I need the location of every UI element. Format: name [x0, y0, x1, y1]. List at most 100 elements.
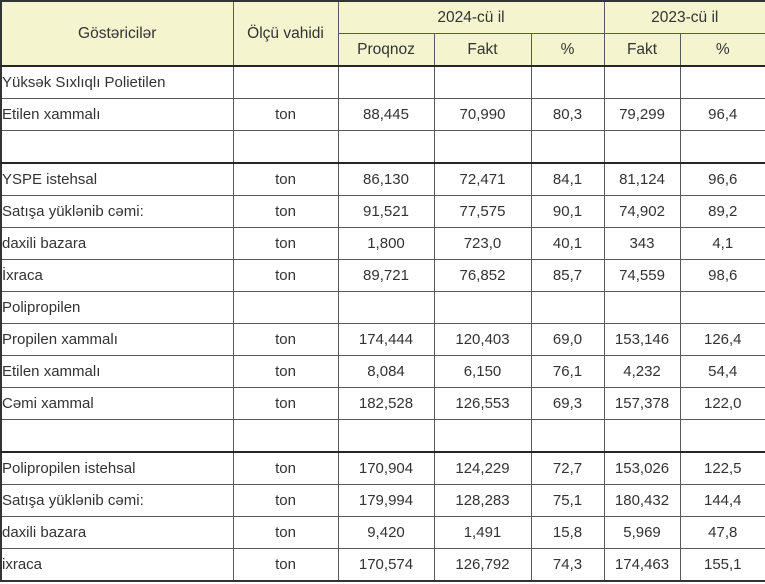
row-value: 96,4 — [679, 98, 765, 131]
row-value: 153,026 — [603, 451, 681, 485]
row-value: 77,575 — [433, 195, 532, 228]
row-value: 90,1 — [530, 195, 605, 228]
subheader-proqnoz: Proqnoz — [337, 33, 435, 67]
row-value — [433, 65, 532, 99]
table-row: ixraca ton 170,574 126,792 74,3 174,463 155,1 — [0, 548, 765, 582]
header-year-2024: 2024-cü il — [337, 0, 605, 34]
row-label: Etilen xammalı — [0, 98, 234, 131]
row-value: 15,8 — [530, 516, 605, 549]
row-value: 6,150 — [433, 355, 532, 388]
header-unit: Ölçü vahidi — [232, 0, 339, 67]
row-unit — [232, 130, 339, 164]
row-value — [530, 130, 605, 164]
table-row: Cəmi xammal ton 182,528 126,553 69,3 157,378 1… — [0, 387, 765, 420]
row-value: 153,146 — [603, 323, 681, 356]
subheader-fakt-2023: Fakt — [603, 33, 681, 67]
row-value — [603, 130, 681, 164]
table-row: daxili bazara ton 9,420 1,491 15,8 5,969 47,8 — [0, 516, 765, 549]
row-value: 91,521 — [337, 195, 435, 228]
table-row: Satışa yüklənib cəmi: ton 179,994 128,283 75… — [0, 484, 765, 517]
table-row: Satışa yüklənib cəmi: ton 91,521 77,575 90,1… — [0, 195, 765, 228]
header-indicators: Göstəricilər — [0, 0, 234, 67]
row-label: YSPE istehsal — [0, 162, 234, 196]
row-label: Polipropilen — [0, 291, 234, 324]
row-value: 144,4 — [679, 484, 765, 517]
row-value — [337, 65, 435, 99]
table-row: Etilen xammalı ton 8,084 6,150 76,1 4,232 54,4 — [0, 355, 765, 388]
row-value: 47,8 — [679, 516, 765, 549]
row-value: 126,792 — [433, 548, 532, 582]
row-value: 74,902 — [603, 195, 681, 228]
row-label: Satışa yüklənib cəmi: — [0, 195, 234, 228]
row-unit — [232, 419, 339, 453]
row-value — [433, 291, 532, 324]
row-value: 182,528 — [337, 387, 435, 420]
row-unit: ton — [232, 387, 339, 420]
table-row: YSPE istehsal ton 86,130 72,471 84,1 81,124 96… — [0, 162, 765, 196]
row-label: Satışa yüklənib cəmi: — [0, 484, 234, 517]
row-unit: ton — [232, 451, 339, 485]
table-row: daxili bazara ton 1,800 723,0 40,1 343 4,1 — [0, 227, 765, 260]
table-row: İxraca ton 89,721 76,852 85,7 74,559 98,6 — [0, 259, 765, 292]
row-value: 179,994 — [337, 484, 435, 517]
row-label: Propilen xammalı — [0, 323, 234, 356]
row-value — [337, 130, 435, 164]
row-value: 69,0 — [530, 323, 605, 356]
row-value: 124,229 — [433, 451, 532, 485]
subheader-fakt-2024: Fakt — [433, 33, 532, 67]
row-label: Yüksək Sıxlıqlı Polietilen — [0, 65, 234, 99]
table-header: Göstəricilər Ölçü vahidi 2024-cü il 2023… — [0, 0, 765, 67]
header-year-2023: 2023-cü il — [603, 0, 765, 34]
row-value: 96,6 — [679, 162, 765, 196]
row-label: daxili bazara — [0, 516, 234, 549]
row-value: 76,1 — [530, 355, 605, 388]
row-value — [433, 130, 532, 164]
table-row: Yüksək Sıxlıqlı Polietilen — [0, 65, 765, 99]
row-value: 86,130 — [337, 162, 435, 196]
row-value — [603, 291, 681, 324]
table-row: Polipropilen — [0, 291, 765, 324]
row-value — [679, 65, 765, 99]
row-label — [0, 419, 234, 453]
row-unit: ton — [232, 548, 339, 582]
row-value: 88,445 — [337, 98, 435, 131]
row-value: 84,1 — [530, 162, 605, 196]
table-row: Polipropilen istehsal ton 170,904 124,229 72… — [0, 451, 765, 485]
row-unit: ton — [232, 162, 339, 196]
row-value: 72,471 — [433, 162, 532, 196]
row-value: 1,800 — [337, 227, 435, 260]
row-value: 40,1 — [530, 227, 605, 260]
row-value — [679, 130, 765, 164]
table-row: Propilen xammalı ton 174,444 120,403 69,0 153… — [0, 323, 765, 356]
row-value: 76,852 — [433, 259, 532, 292]
row-label: daxili bazara — [0, 227, 234, 260]
row-unit — [232, 65, 339, 99]
subheader-pct-2024: % — [530, 33, 605, 67]
row-value: 98,6 — [679, 259, 765, 292]
row-label: Cəmi xammal — [0, 387, 234, 420]
header-row-sub: Proqnoz Fakt % Fakt % — [1, 33, 765, 67]
table-body: Yüksək Sıxlıqlı Polietilen Etilen xammalı… — [0, 65, 765, 582]
row-value — [603, 419, 681, 453]
row-value: 180,432 — [603, 484, 681, 517]
row-unit: ton — [232, 323, 339, 356]
row-value: 70,990 — [433, 98, 532, 131]
row-value: 81,124 — [603, 162, 681, 196]
row-value — [433, 419, 532, 453]
row-value: 74,3 — [530, 548, 605, 582]
row-value: 174,463 — [603, 548, 681, 582]
row-value: 1,491 — [433, 516, 532, 549]
row-value — [679, 419, 765, 453]
row-value: 75,1 — [530, 484, 605, 517]
row-value: 128,283 — [433, 484, 532, 517]
row-value: 170,904 — [337, 451, 435, 485]
row-label — [0, 130, 234, 164]
row-label: ixraca — [0, 548, 234, 582]
row-value: 79,299 — [603, 98, 681, 131]
row-value: 4,1 — [679, 227, 765, 260]
row-label: Polipropilen istehsal — [0, 451, 234, 485]
row-value: 723,0 — [433, 227, 532, 260]
row-value: 122,0 — [679, 387, 765, 420]
row-value — [530, 419, 605, 453]
